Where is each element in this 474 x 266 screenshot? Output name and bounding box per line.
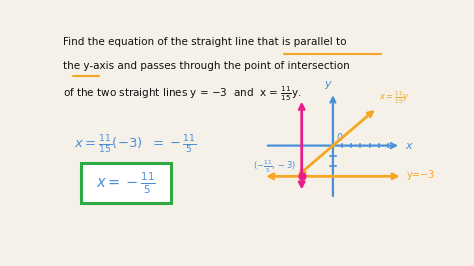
Text: of the two straight lines y = $-$3  and  x = $\frac{11}{15}$y.: of the two straight lines y = $-$3 and x…	[63, 84, 301, 103]
Text: $(-\frac{11}{5},-3)$: $(-\frac{11}{5},-3)$	[253, 159, 296, 175]
Text: Find the equation of the straight line that is parallel to: Find the equation of the straight line t…	[63, 37, 346, 47]
Text: 0: 0	[337, 133, 343, 143]
Text: $x=\frac{11}{15}y$: $x=\frac{11}{15}y$	[379, 89, 410, 106]
Text: $x = \frac{11}{15}(-3)$  $= -\frac{11}{5}$: $x = \frac{11}{15}(-3)$ $= -\frac{11}{5}…	[74, 134, 196, 156]
Text: $x = -\frac{11}{5}$: $x = -\frac{11}{5}$	[96, 170, 156, 196]
Text: y=−3: y=−3	[406, 170, 435, 180]
Text: y: y	[325, 79, 331, 89]
FancyBboxPatch shape	[82, 163, 171, 203]
Text: the y-axis and passes through the point of intersection: the y-axis and passes through the point …	[63, 61, 350, 70]
Text: x: x	[406, 141, 412, 151]
